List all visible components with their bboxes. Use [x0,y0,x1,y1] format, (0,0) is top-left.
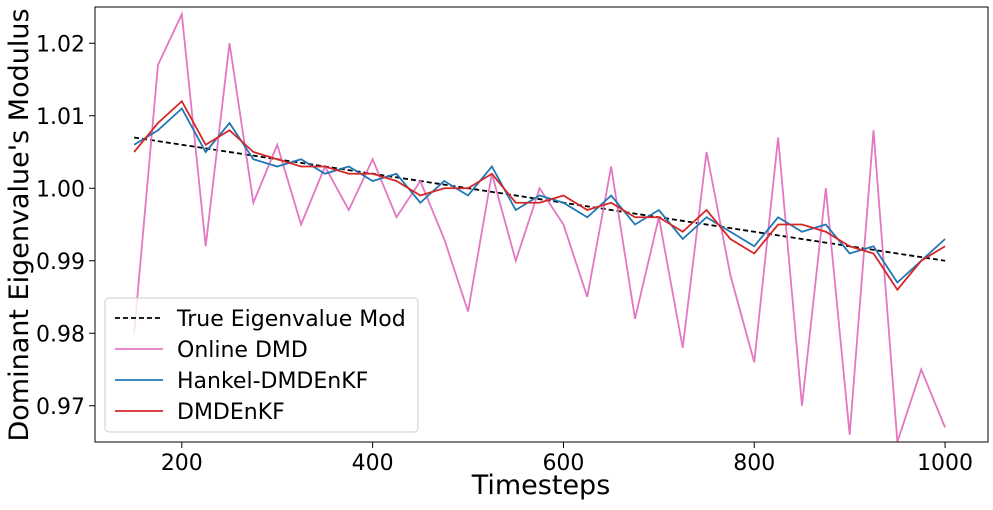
legend-label: True Eigenvalue Mod [176,307,406,332]
series-line [133,136,946,262]
y-axis-label: Dominant Eigenvalue's Modulus [4,8,35,441]
legend-label: Online DMD [177,338,308,363]
legend-box [104,297,419,433]
legend-label: Hankel-DMDEnKF [177,369,368,394]
plot-area [133,10,946,442]
y-tick-label: 0.99 [36,250,85,275]
x-tick-label: 1000 [917,451,973,476]
x-tick-label: 800 [733,451,775,476]
x-tick-label: 400 [352,451,394,476]
x-axis-label: Timesteps [471,470,611,501]
plot-frame [94,6,989,443]
y-tick-label: 1.02 [36,32,85,57]
x-tick-label: 200 [161,451,203,476]
y-tick-label: 0.98 [36,322,85,347]
y-tick-label: 1.00 [36,177,85,202]
series-line [133,107,946,284]
x-tick-label: 600 [542,451,584,476]
y-tick-label: 0.97 [36,395,85,420]
legend: True Eigenvalue Mod Online DMD Hankel-DMDE… [104,297,419,433]
y-tick-label: 1.01 [36,105,85,130]
series-line [133,99,946,292]
legend-label: DMDEnKF [177,400,285,425]
